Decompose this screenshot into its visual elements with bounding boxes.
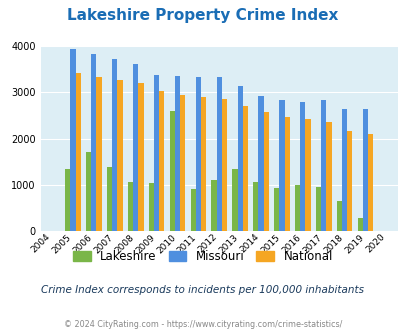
Bar <box>315 187 320 231</box>
Bar <box>320 100 326 231</box>
Text: Crime Index corresponds to incidents per 100,000 inhabitants: Crime Index corresponds to incidents per… <box>41 285 364 295</box>
Bar <box>258 96 263 231</box>
Bar <box>195 77 200 231</box>
Bar <box>367 134 373 231</box>
Bar <box>362 110 367 231</box>
Bar <box>159 91 164 231</box>
Bar <box>148 183 153 231</box>
Bar <box>75 74 81 231</box>
Bar <box>273 188 279 231</box>
Bar <box>242 106 247 231</box>
Bar <box>346 131 352 231</box>
Bar <box>341 109 346 231</box>
Bar <box>216 77 221 231</box>
Bar <box>279 100 284 231</box>
Text: Lakeshire Property Crime Index: Lakeshire Property Crime Index <box>67 8 338 23</box>
Bar <box>237 86 242 231</box>
Bar <box>112 59 117 231</box>
Bar <box>91 54 96 231</box>
Bar <box>253 182 258 231</box>
Bar <box>221 99 226 231</box>
Bar <box>299 102 305 231</box>
Bar <box>138 83 143 231</box>
Bar <box>153 75 159 231</box>
Bar <box>65 169 70 231</box>
Bar <box>175 76 180 231</box>
Bar <box>211 180 216 231</box>
Bar <box>305 119 310 231</box>
Bar <box>294 185 299 231</box>
Bar <box>96 77 102 231</box>
Text: © 2024 CityRating.com - https://www.cityrating.com/crime-statistics/: © 2024 CityRating.com - https://www.city… <box>64 320 341 329</box>
Bar <box>86 151 91 231</box>
Bar <box>128 182 133 231</box>
Bar <box>107 167 112 231</box>
Bar <box>70 49 75 231</box>
Bar <box>190 189 195 231</box>
Bar <box>200 97 206 231</box>
Bar <box>232 169 237 231</box>
Bar <box>336 201 341 231</box>
Bar <box>180 95 185 231</box>
Bar <box>284 117 289 231</box>
Legend: Lakeshire, Missouri, National: Lakeshire, Missouri, National <box>68 245 337 268</box>
Bar <box>263 112 268 231</box>
Bar <box>169 111 175 231</box>
Bar <box>117 80 122 231</box>
Bar <box>133 64 138 231</box>
Bar <box>326 122 331 231</box>
Bar <box>357 217 362 231</box>
